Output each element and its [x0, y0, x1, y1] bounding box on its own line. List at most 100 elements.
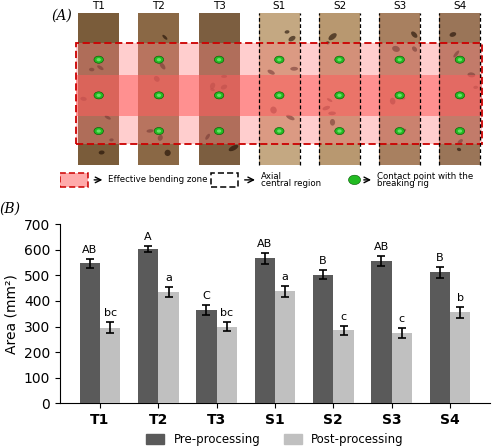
Text: AB: AB	[82, 245, 98, 255]
Ellipse shape	[400, 129, 406, 133]
Bar	[100, 328, 120, 403]
Ellipse shape	[94, 56, 104, 63]
Ellipse shape	[160, 63, 166, 69]
Bar	[372, 261, 392, 403]
Ellipse shape	[398, 95, 406, 99]
Ellipse shape	[96, 94, 101, 97]
Text: C: C	[202, 292, 210, 302]
Ellipse shape	[335, 128, 344, 135]
Bar	[138, 249, 158, 403]
Text: AB: AB	[374, 242, 389, 252]
Ellipse shape	[395, 92, 404, 99]
Bar	[60, 173, 88, 187]
Ellipse shape	[338, 58, 342, 61]
Ellipse shape	[157, 129, 161, 133]
Ellipse shape	[104, 116, 111, 120]
Ellipse shape	[277, 94, 281, 97]
Ellipse shape	[455, 92, 464, 99]
Ellipse shape	[268, 70, 275, 75]
Ellipse shape	[468, 73, 475, 78]
Ellipse shape	[277, 129, 281, 133]
Ellipse shape	[96, 129, 101, 133]
Bar	[138, 13, 179, 165]
Ellipse shape	[390, 98, 396, 104]
Ellipse shape	[94, 92, 104, 99]
Bar	[210, 173, 238, 187]
Ellipse shape	[458, 58, 462, 61]
Bar	[319, 13, 360, 165]
Ellipse shape	[154, 128, 164, 135]
Ellipse shape	[206, 134, 210, 140]
Ellipse shape	[322, 106, 330, 110]
Ellipse shape	[288, 36, 296, 41]
Text: bc: bc	[104, 308, 117, 319]
Bar	[196, 310, 216, 403]
Ellipse shape	[217, 94, 221, 97]
Ellipse shape	[98, 151, 104, 155]
Ellipse shape	[455, 56, 464, 63]
Text: S2: S2	[333, 1, 346, 11]
Ellipse shape	[217, 58, 221, 61]
Text: a: a	[165, 273, 172, 283]
Bar	[198, 13, 239, 165]
Ellipse shape	[326, 41, 330, 44]
Ellipse shape	[327, 98, 332, 102]
Text: c: c	[399, 314, 405, 324]
Text: bc: bc	[220, 308, 234, 318]
Bar	[76, 43, 482, 144]
Bar	[158, 292, 178, 403]
Text: T2: T2	[152, 1, 166, 11]
Ellipse shape	[214, 128, 224, 135]
Text: (A): (A)	[52, 9, 72, 23]
Bar	[254, 258, 275, 403]
Ellipse shape	[348, 175, 360, 185]
Ellipse shape	[221, 75, 227, 78]
Ellipse shape	[284, 30, 290, 34]
Ellipse shape	[210, 88, 215, 91]
Ellipse shape	[214, 56, 224, 63]
Ellipse shape	[398, 129, 402, 133]
Ellipse shape	[395, 128, 404, 135]
Ellipse shape	[110, 138, 114, 142]
Text: Effective bending zone: Effective bending zone	[108, 176, 208, 185]
Text: S1: S1	[272, 1, 286, 11]
Bar	[80, 263, 100, 403]
Text: Axial: Axial	[261, 172, 282, 181]
Bar	[440, 13, 480, 165]
Bar	[334, 330, 354, 403]
Text: S3: S3	[393, 1, 406, 11]
Ellipse shape	[338, 94, 342, 97]
Ellipse shape	[457, 148, 461, 151]
Ellipse shape	[94, 128, 104, 135]
Ellipse shape	[80, 97, 86, 101]
Bar	[76, 75, 482, 116]
Ellipse shape	[96, 58, 101, 61]
Ellipse shape	[290, 67, 298, 71]
Ellipse shape	[335, 92, 344, 99]
Ellipse shape	[274, 92, 284, 99]
Text: central region: central region	[261, 179, 321, 188]
Ellipse shape	[221, 85, 227, 90]
Bar	[313, 275, 334, 403]
Text: Contact point with the: Contact point with the	[377, 172, 473, 181]
Text: T3: T3	[212, 1, 226, 11]
Ellipse shape	[286, 115, 294, 120]
Text: AB: AB	[257, 239, 272, 249]
Text: (B): (B)	[0, 201, 21, 215]
Ellipse shape	[328, 112, 336, 115]
Ellipse shape	[228, 145, 238, 151]
Ellipse shape	[458, 139, 463, 144]
Bar	[216, 327, 237, 403]
Ellipse shape	[328, 33, 336, 40]
Bar	[380, 13, 420, 165]
Text: b: b	[456, 293, 464, 303]
Y-axis label: Area (mm²): Area (mm²)	[4, 274, 18, 353]
Ellipse shape	[395, 56, 404, 63]
Ellipse shape	[330, 119, 335, 125]
Text: a: a	[282, 272, 288, 282]
Ellipse shape	[158, 135, 163, 141]
Ellipse shape	[277, 58, 281, 61]
Ellipse shape	[455, 128, 464, 135]
Ellipse shape	[154, 92, 164, 99]
Ellipse shape	[270, 107, 277, 114]
